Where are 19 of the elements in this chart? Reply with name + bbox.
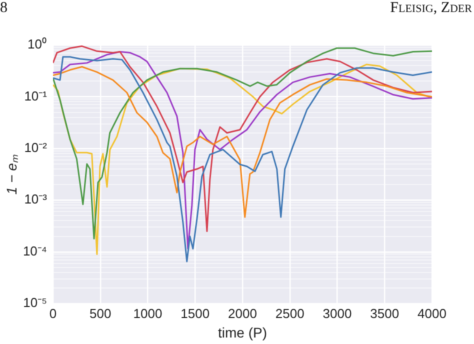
x-tick-label: 3000 [322, 306, 352, 321]
text: 8 [0, 0, 8, 17]
y-tick-label: 10⁰ [28, 36, 47, 52]
y-tick-label: 10⁻¹ [24, 88, 48, 104]
text: Fleisig, Zder [390, 0, 472, 17]
x-tick-label: 4000 [418, 306, 446, 321]
x-tick-label: 0 [49, 306, 57, 321]
y-axis-title: 1 − eₘ [3, 154, 20, 195]
x-tick-label: 1500 [180, 306, 210, 321]
x-tick-label: 2000 [228, 306, 257, 321]
y-tick-label: 10⁻⁵ [23, 295, 47, 310]
y-tick-label: 10⁻⁴ [22, 243, 47, 258]
x-tick-label: 2500 [275, 306, 304, 321]
x-tick-label: 3500 [370, 306, 400, 321]
y-tick-label: 10⁻³ [24, 192, 48, 207]
y-tick-label: 10⁻² [24, 140, 48, 156]
x-axis-title: time (P) [218, 324, 267, 340]
x-tick-label: 500 [90, 306, 112, 321]
x-tick-label: 1000 [133, 306, 162, 321]
